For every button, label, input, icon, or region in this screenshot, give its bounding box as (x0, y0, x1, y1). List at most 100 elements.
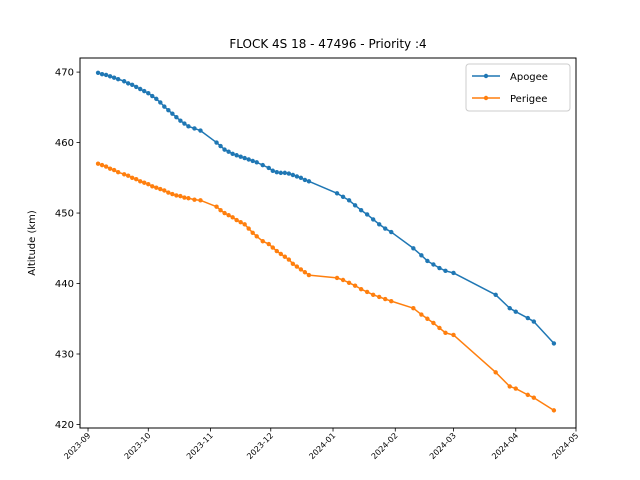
legend-apogee-label: Apogee (510, 72, 548, 83)
chart-title: FLOCK 4S 18 - 47496 - Priority :4 (229, 37, 426, 51)
apogee-point (507, 305, 512, 311)
perigee-point (246, 226, 251, 231)
apogee-point (411, 246, 416, 251)
perigee-point (170, 191, 175, 197)
plot-area (95, 70, 557, 413)
y-axis-label: Altitude (km) (27, 210, 38, 276)
apogee-point (286, 171, 292, 176)
perigee-point (425, 316, 430, 321)
perigee-point (306, 272, 312, 278)
apogee-point (186, 124, 191, 129)
apogee-point (222, 147, 227, 152)
apogee-point (346, 198, 352, 203)
apogee-point (431, 262, 436, 267)
legend-perigee-label: Perigee (510, 94, 547, 105)
perigee-point (274, 248, 279, 254)
perigee-point (103, 164, 109, 169)
apogee-point (125, 81, 131, 86)
perigee-point (182, 195, 187, 200)
apogee-point (238, 154, 243, 159)
apogee-point (274, 169, 279, 175)
perigee-point (525, 392, 531, 398)
perigee-point (531, 395, 537, 400)
apogee-point (266, 165, 271, 171)
perigee-point (551, 408, 557, 413)
perigee-point (111, 167, 117, 173)
apogee-point (451, 270, 456, 276)
apogee-point (443, 268, 448, 274)
apogee-point (218, 143, 223, 149)
apogee-point (437, 265, 442, 271)
apogee-point (551, 341, 557, 346)
perigee-point (162, 188, 167, 193)
apogee-point (306, 179, 312, 184)
perigee-point (214, 204, 219, 209)
apogee-point (334, 191, 340, 196)
apogee-point (340, 194, 346, 200)
apogee-point (302, 177, 308, 183)
perigee-point (107, 166, 113, 171)
apogee-point (370, 217, 376, 222)
perigee-series-line (97, 163, 555, 412)
apogee-point (214, 140, 219, 145)
perigee-point (419, 312, 424, 317)
legend-perigee-marker (483, 95, 489, 101)
perigee-point (99, 162, 105, 168)
perigee-point (294, 264, 300, 269)
x-tick-label: 2023-12 (245, 431, 275, 461)
apogee-point (389, 229, 394, 235)
apogee-point (298, 175, 304, 181)
apogee-point (166, 107, 171, 113)
perigee-point (192, 197, 197, 202)
apogee-point (142, 88, 147, 94)
perigee-point (370, 292, 376, 297)
perigee-point (186, 196, 191, 201)
apogee-point (270, 168, 275, 173)
perigee-point (377, 294, 382, 300)
perigee-point (134, 177, 139, 182)
perigee-point (146, 181, 151, 187)
perigee-point (493, 370, 498, 375)
apogee-point (260, 162, 265, 168)
perigee-point (95, 161, 101, 166)
x-tick-label: 2024-05 (550, 431, 580, 461)
perigee-point (260, 239, 265, 244)
perigee-point (125, 173, 131, 178)
apogee-point (115, 76, 121, 82)
apogee-point (383, 226, 388, 231)
apogee-point (525, 315, 531, 321)
apogee-point (107, 74, 113, 79)
apogee-point (493, 292, 498, 297)
perigee-point (340, 277, 346, 283)
perigee-point (431, 320, 436, 326)
apogee-point (192, 126, 197, 131)
perigee-point (222, 210, 227, 216)
perigee-point (352, 283, 358, 288)
perigee-point (298, 267, 304, 272)
apogee-series-line (97, 72, 555, 344)
y-tick-label: 420 (55, 420, 74, 431)
perigee-point (302, 270, 308, 275)
y-tick-label: 450 (55, 209, 74, 220)
apogee-point (162, 104, 167, 109)
perigee-point (334, 275, 340, 281)
perigee-point (178, 193, 183, 199)
apogee-point (513, 309, 518, 314)
apogee-point (364, 212, 370, 217)
x-tick-label: 2024-04 (490, 431, 520, 461)
apogee-point (226, 149, 231, 154)
perigee-point (154, 185, 159, 190)
apogee-point (182, 121, 187, 126)
perigee-point (158, 186, 163, 192)
apogee-point (290, 172, 296, 178)
apogee-point (531, 319, 537, 324)
apogee-point (174, 115, 179, 120)
y-tick-label: 460 (55, 138, 74, 149)
x-tick-label: 2024-03 (428, 431, 458, 461)
apogee-point (282, 170, 288, 176)
perigee-point (142, 180, 147, 185)
apogee-point (138, 86, 143, 92)
perigee-point (121, 172, 127, 177)
apogee-point (250, 158, 255, 164)
